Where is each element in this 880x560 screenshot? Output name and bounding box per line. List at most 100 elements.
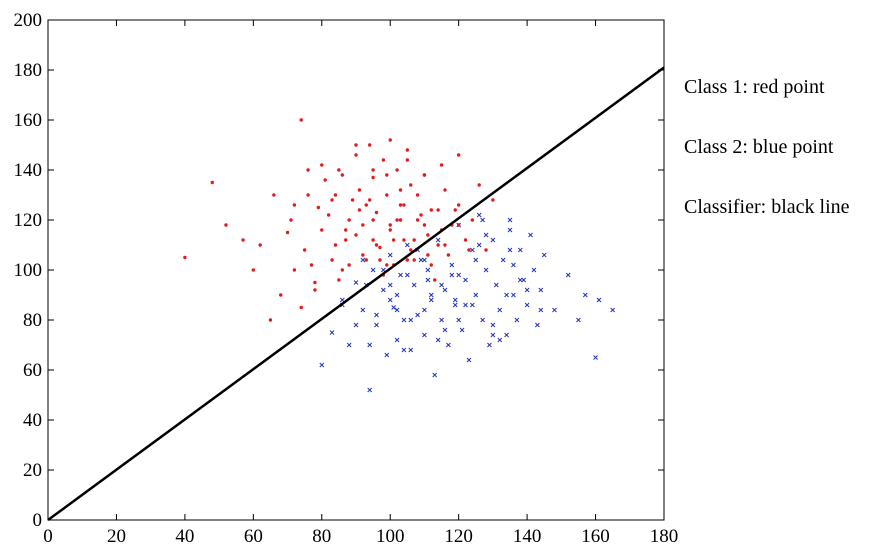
class-1-point	[470, 218, 475, 222]
class-2-point	[432, 372, 438, 378]
class-2-point	[415, 312, 420, 318]
class-2-point	[374, 312, 379, 318]
class-2-point	[535, 322, 540, 328]
class-2-point	[483, 232, 489, 238]
class-2-point	[511, 262, 516, 268]
class-2-point	[449, 272, 455, 278]
class-1-point	[409, 183, 413, 187]
class-1-point	[323, 178, 327, 182]
class-1-point	[429, 263, 433, 267]
class-1-point	[388, 138, 392, 142]
class-1-point	[289, 218, 293, 222]
x-tick-label: 80	[312, 526, 331, 547]
class-1-point	[350, 198, 355, 202]
class-2-point	[528, 232, 533, 238]
class-1-point	[426, 253, 430, 257]
class-2-point	[524, 287, 530, 293]
class-1-point	[210, 180, 214, 185]
class-1-point	[361, 223, 365, 227]
class-1-point	[337, 278, 341, 282]
x-tick-label: 40	[175, 526, 194, 547]
class-1-point	[426, 233, 430, 237]
class-1-point	[344, 228, 348, 232]
class-1-point	[299, 118, 303, 122]
class-1-point	[456, 203, 461, 207]
class-2-point	[370, 267, 376, 273]
class-1-point	[367, 143, 372, 147]
x-tick-label: 140	[513, 526, 542, 547]
class-1-series	[183, 118, 495, 322]
class-1-point	[313, 288, 317, 292]
class-2-point	[387, 297, 393, 303]
class-2-point	[483, 267, 489, 273]
class-2-point	[435, 237, 441, 243]
x-tick-label: 100	[376, 526, 405, 547]
class-2-point	[411, 282, 417, 288]
class-1-point	[398, 203, 403, 207]
class-1-point	[436, 243, 440, 247]
class-2-point	[565, 272, 571, 278]
class-1-point	[378, 245, 382, 250]
class-2-point	[404, 242, 410, 248]
class-1-point	[405, 158, 410, 162]
class-1-point	[357, 188, 362, 192]
class-1-point	[436, 208, 440, 212]
x-tick-label: 60	[244, 526, 263, 547]
class-1-point	[309, 263, 314, 267]
class-1-point	[337, 168, 341, 172]
class-1-point	[354, 233, 358, 237]
class-2-point	[394, 337, 400, 343]
class-1-point	[412, 258, 416, 262]
class-2-point	[463, 277, 468, 283]
class-1-point	[333, 193, 338, 197]
class-2-point	[401, 317, 407, 323]
class-2-point	[353, 280, 359, 285]
class-1-point	[409, 248, 413, 252]
legend: Class 1: red point Class 2: blue point C…	[684, 76, 850, 218]
class-2-point	[576, 317, 581, 323]
class-2-point	[521, 277, 527, 283]
class-1-point	[316, 205, 321, 210]
class-1-point	[402, 238, 406, 242]
class-1-point	[268, 318, 273, 322]
class-2-point	[319, 362, 325, 368]
class-2-point	[381, 287, 386, 293]
class-2-point	[470, 302, 475, 308]
class-1-point	[433, 278, 437, 282]
class-2-point	[497, 307, 503, 313]
class-2-point	[353, 322, 359, 328]
class-2-point	[497, 337, 503, 343]
class-1-point	[439, 163, 444, 167]
class-2-point	[449, 262, 455, 268]
class-2-point	[422, 332, 427, 338]
class-1-point	[285, 230, 290, 235]
class-1-point	[371, 218, 375, 222]
class-2-point	[504, 332, 509, 338]
y-axis: 0 20 40 60 80 100 120 140 160 180 200	[14, 10, 664, 531]
class-1-point	[398, 188, 403, 192]
class-1-point	[402, 203, 406, 207]
class-2-point	[387, 252, 393, 258]
class-1-point	[340, 173, 345, 177]
class-1-point	[463, 238, 468, 242]
class-1-point	[371, 175, 375, 180]
class-1-point	[347, 218, 351, 222]
y-tick-label: 0	[33, 510, 43, 531]
class-1-point	[344, 238, 348, 242]
y-tick-label: 80	[23, 310, 42, 331]
class-2-point	[367, 342, 373, 348]
class-1-point	[374, 243, 379, 247]
class-1-point	[405, 148, 410, 152]
class-1-point	[381, 158, 386, 162]
class-2-point	[401, 347, 407, 353]
x-axis: 0 20 40 60 80 100 120 140 160 180	[43, 20, 678, 547]
class-2-point	[391, 305, 396, 310]
class-1-point	[357, 208, 362, 212]
class-1-point	[330, 258, 334, 262]
class-2-point	[476, 212, 482, 218]
x-tick-label: 120	[444, 526, 473, 547]
class-2-point	[593, 355, 598, 360]
class-2-point	[456, 272, 462, 278]
class-1-point	[241, 238, 245, 242]
